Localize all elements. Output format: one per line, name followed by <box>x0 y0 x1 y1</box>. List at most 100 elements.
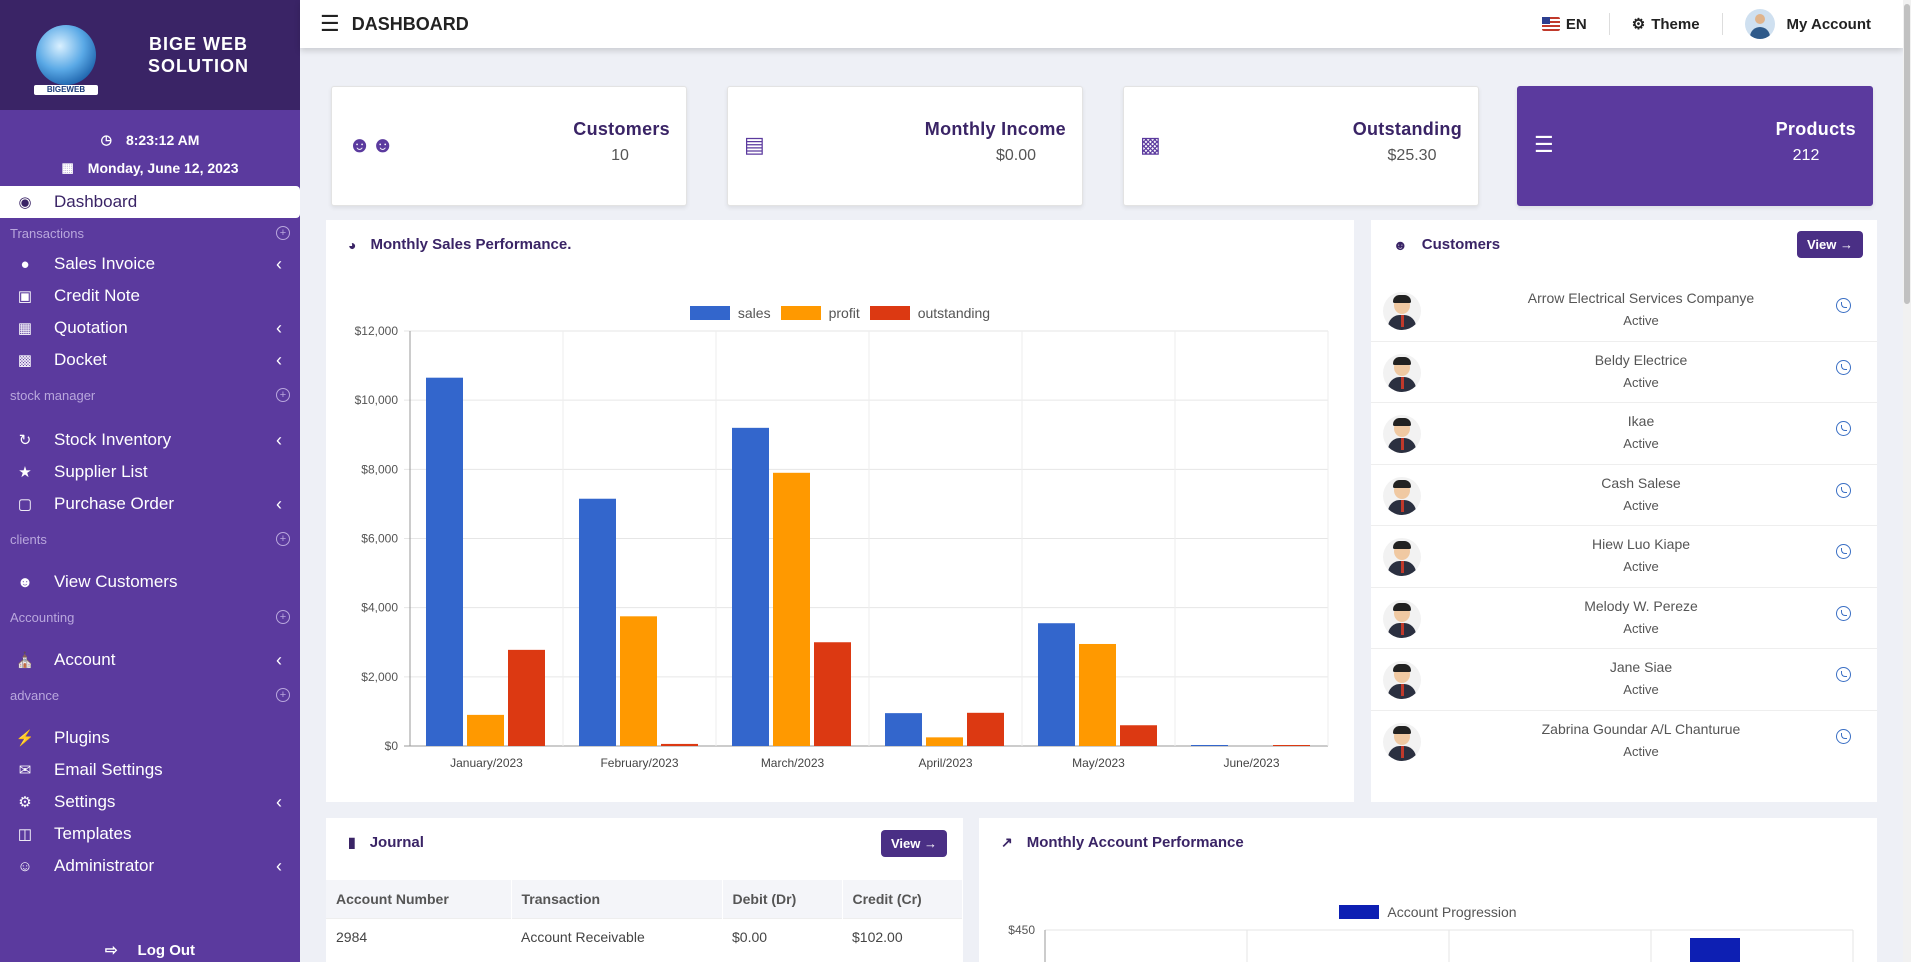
sidebar-item-label: Stock Inventory <box>54 430 172 449</box>
legend-label: outstanding <box>917 305 991 321</box>
customers-view-button[interactable]: View → <box>1796 231 1863 258</box>
list-item[interactable]: Cash Salese Active <box>1371 465 1877 526</box>
y-tick-label: $12,000 <box>355 324 399 338</box>
table-row[interactable]: 2984 Account Receivable $0.00 $102.00 <box>326 917 963 956</box>
money-bill-icon: ▩ <box>1140 132 1161 157</box>
whatsapp-icon[interactable] <box>1836 298 1851 313</box>
x-tick-label: April/2023 <box>918 756 972 770</box>
panel-header: ▮ Journal <box>348 834 424 851</box>
sidebar-item-quotation[interactable]: ▦ Quotation ‹ <box>0 312 300 344</box>
whatsapp-icon[interactable] <box>1836 605 1851 621</box>
customer-status: Active <box>1623 374 1659 390</box>
customers-panel: ☻ Customers View → Arrow Electrical Serv… <box>1371 220 1877 802</box>
sidebar-item-sales-invoice[interactable]: ● Sales Invoice ‹ <box>0 248 300 280</box>
column-header[interactable]: Credit (Cr) <box>842 880 963 918</box>
list-item[interactable]: Jane Siae Active <box>1371 649 1877 711</box>
whatsapp-icon[interactable] <box>1836 359 1851 375</box>
stat-card-outstanding[interactable]: ▩ Outstanding $25.30 <box>1123 86 1479 206</box>
whatsapp-icon[interactable] <box>1836 421 1851 436</box>
journal-view-button[interactable]: View → <box>880 830 947 857</box>
section-label: clients <box>10 531 47 547</box>
sidebar-item-settings[interactable]: ⚙ Settings ‹ <box>0 786 300 818</box>
sidebar-item-email-settings[interactable]: ✉ Email Settings <box>0 754 300 786</box>
legend-item-account-progression[interactable]: Account Progression <box>1339 904 1517 920</box>
share-square-icon: ▦ <box>17 320 33 337</box>
column-header[interactable]: Account Number <box>326 880 512 918</box>
plus-circle-icon[interactable]: + <box>276 226 290 240</box>
whatsapp-icon[interactable] <box>1836 544 1851 559</box>
stat-card-monthly-income[interactable]: ▤ Monthly Income $0.00 <box>727 86 1083 206</box>
y-tick-label: $10,000 <box>355 393 399 407</box>
users-icon: ☻ <box>1393 236 1408 253</box>
x-tick-label: June/2023 <box>1223 756 1279 770</box>
sidebar-item-label: Dashboard <box>54 192 138 211</box>
stat-value: 10 <box>611 147 629 164</box>
list-item[interactable]: Hiew Luo Kiape Active <box>1371 526 1877 588</box>
whatsapp-icon[interactable] <box>1836 667 1851 682</box>
plug-icon: ⚡ <box>15 730 35 747</box>
avatar <box>1383 415 1421 453</box>
column-header[interactable]: Debit (Dr) <box>722 880 843 918</box>
stat-title: Outstanding <box>1352 119 1462 139</box>
page-title: DASHBOARD <box>351 13 469 34</box>
stat-title: Products <box>1775 119 1856 139</box>
sidebar-item-label: View Customers <box>54 572 178 591</box>
list-item[interactable]: Melody W. Pereze Active <box>1371 588 1877 649</box>
section-label: stock manager <box>10 387 96 403</box>
top-bar: ☰ DASHBOARD EN ⚙ Theme My Account <box>300 0 1903 48</box>
sidebar-item-account[interactable]: ⛪ Account ‹ <box>0 644 300 676</box>
brand-name-line1: BIGE WEB <box>148 34 248 54</box>
column-header[interactable]: Transaction <box>511 880 723 918</box>
sidebar-item-supplier-list[interactable]: ★ Supplier List <box>0 456 300 488</box>
y-tick-label: $8,000 <box>361 462 398 476</box>
my-account-button[interactable]: My Account <box>1723 9 1903 39</box>
logout-button[interactable]: ⇨ Log Out <box>0 938 300 962</box>
bar-account-progression <box>1690 938 1740 962</box>
plus-circle-icon[interactable]: + <box>276 532 290 546</box>
sidebar-item-view-customers[interactable]: ☻ View Customers <box>0 566 300 598</box>
plus-circle-icon[interactable]: + <box>276 388 290 402</box>
stat-card-products[interactable]: ☰ Products 212 <box>1517 86 1873 206</box>
theme-button[interactable]: ⚙ Theme <box>1610 13 1723 35</box>
wallet-icon: ▤ <box>744 132 765 157</box>
box-icon: ▢ <box>17 496 33 513</box>
plus-circle-icon[interactable]: + <box>276 688 290 702</box>
chevron-left-icon: ‹ <box>276 791 282 812</box>
sidebar-item-stock-inventory[interactable]: ↻ Stock Inventory ‹ <box>0 424 300 456</box>
whatsapp-icon[interactable] <box>1836 728 1851 744</box>
panel-title: Journal <box>369 834 424 851</box>
sidebar-item-administrator[interactable]: ☺ Administrator ‹ <box>0 850 300 882</box>
legend-label: sales <box>737 305 771 321</box>
sidebar-item-plugins[interactable]: ⚡ Plugins <box>0 722 300 754</box>
page-scrollbar[interactable] <box>1903 0 1911 962</box>
sidebar-item-credit-note[interactable]: ▣ Credit Note <box>0 280 300 312</box>
list-item[interactable]: Zabrina Goundar A/L Chanturue Active <box>1371 711 1877 773</box>
legend-item-outstanding[interactable]: outstanding <box>869 305 991 321</box>
list-item[interactable]: Ikae Active <box>1371 403 1877 465</box>
sales-bar-chart: $0 $2,000 $4,000 $6,000 $8,000 $10,000 $12,000… <box>355 324 1329 770</box>
account-bar-chart: $450 <box>1008 923 1854 962</box>
stat-value: $25.30 <box>1387 147 1437 164</box>
list-item[interactable]: Beldy Electrice Active <box>1371 342 1877 403</box>
bar-outstanding <box>1273 745 1310 746</box>
sidebar-item-dashboard[interactable]: ◉ Dashboard <box>0 186 300 218</box>
my-account-label: My Account <box>1786 15 1871 33</box>
list-item[interactable]: Arrow Electrical Services Companye Active <box>1371 280 1877 342</box>
stat-card-customers[interactable]: ☻☻ Customers 10 <box>331 86 687 206</box>
bank-icon: ⛪ <box>15 652 35 669</box>
sidebar-item-docket[interactable]: ▩ Docket ‹ <box>0 344 300 376</box>
chart-pie-icon: ◕ <box>348 236 357 253</box>
hamburger-icon[interactable]: ☰ <box>320 11 340 36</box>
bar-profit <box>1079 643 1116 746</box>
panel-title: Monthly Account Performance <box>1026 834 1244 851</box>
sidebar-item-templates[interactable]: ◫ Templates <box>0 818 300 850</box>
plus-circle-icon[interactable]: + <box>276 610 290 624</box>
language-label: EN <box>1565 15 1587 33</box>
scrollbar-thumb[interactable] <box>1904 4 1910 304</box>
whatsapp-icon[interactable] <box>1836 482 1851 498</box>
sidebar-item-purchase-order[interactable]: ▢ Purchase Order ‹ <box>0 488 300 520</box>
legend-item-profit[interactable]: profit <box>780 305 860 321</box>
customer-list: Arrow Electrical Services Companye Active… <box>1371 280 1877 772</box>
legend-item-sales[interactable]: sales <box>689 305 771 321</box>
language-selector[interactable]: EN <box>1520 13 1610 35</box>
